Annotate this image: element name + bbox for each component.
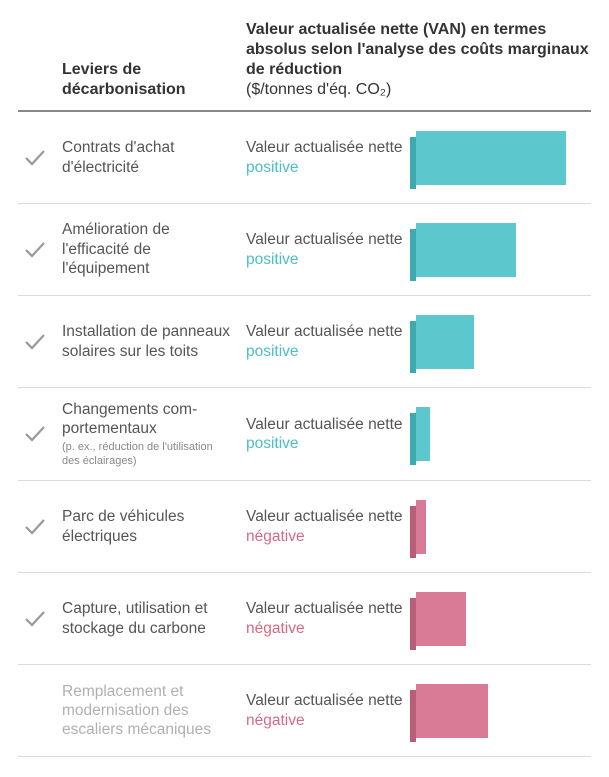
van-text: Valeur actualisée nette négative [246, 599, 416, 638]
table-row: Amélioration de l'efficacité de l'équipe… [18, 204, 591, 296]
van-status: positive [246, 159, 299, 176]
table-row: Remplacement et modernisation des escali… [18, 665, 591, 757]
value-cell: Valeur actualisée nette négative [238, 684, 591, 738]
bar-wrap [416, 592, 591, 646]
rows-container: Contrats d'achat d'électricitéValeur act… [18, 112, 591, 757]
bar-wrap [416, 407, 591, 461]
check-icon [22, 237, 48, 263]
check-cell [18, 421, 62, 447]
check-icon [22, 514, 48, 540]
bar [416, 684, 488, 738]
van-text: Valeur actualisée nette positive [246, 230, 416, 269]
van-prefix: Valeur actualisée nette [246, 508, 403, 525]
value-cell: Valeur actualisée nette négative [238, 592, 591, 646]
van-prefix: Valeur actualisée nette [246, 323, 403, 340]
van-prefix: Valeur actualisée nette [246, 416, 403, 433]
van-prefix: Valeur actualisée nette [246, 692, 403, 709]
lever-label: Capture, utilisation et stockage du carb… [62, 599, 238, 638]
bar [416, 131, 566, 185]
bar-wrap [416, 315, 591, 369]
table-row: Contrats d'achat d'électricitéValeur act… [18, 112, 591, 204]
check-cell [18, 329, 62, 355]
value-cell: Valeur actualisée nette positive [238, 407, 591, 461]
value-cell: Valeur actualisée nette positive [238, 131, 591, 185]
lever-label: Remplacement et modernisation des escali… [62, 682, 238, 740]
bar [416, 315, 474, 369]
van-text: Valeur actualisée nette positive [246, 322, 416, 361]
bar [416, 500, 426, 554]
bar [416, 223, 516, 277]
check-icon [22, 606, 48, 632]
lever-label: Changements com-portementaux(p. ex., réd… [62, 400, 238, 468]
van-prefix: Valeur actualisée nette [246, 231, 403, 248]
van-prefix: Valeur actualisée nette [246, 600, 403, 617]
lever-label: Installation de panneaux solaires sur le… [62, 322, 238, 361]
lever-label: Parc de véhicules électriques [62, 507, 238, 546]
lever-label: Contrats d'achat d'électricité [62, 138, 238, 177]
van-text: Valeur actualisée nette positive [246, 415, 416, 454]
bar-wrap [416, 223, 591, 277]
table-header: Leviers de décarbonisation Valeur actual… [18, 20, 591, 112]
lever-label: Amélioration de l'efficacité de l'équipe… [62, 220, 238, 278]
header-right-label: Valeur actualisée nette (VAN) en termes … [238, 20, 591, 100]
check-cell [18, 237, 62, 263]
value-cell: Valeur actualisée nette positive [238, 315, 591, 369]
van-status: négative [246, 528, 305, 545]
bar [416, 407, 430, 461]
header-right-bold: Valeur actualisée nette (VAN) en termes … [246, 21, 589, 78]
van-prefix: Valeur actualisée nette [246, 139, 403, 156]
lever-sublabel: (p. ex., réduction de l'utilisation des … [62, 441, 232, 469]
van-status: positive [246, 343, 299, 360]
table-row: Changements com-portementaux(p. ex., réd… [18, 388, 591, 481]
table-row: Parc de véhicules électriquesValeur actu… [18, 481, 591, 573]
table-row: Installation de panneaux solaires sur le… [18, 296, 591, 388]
check-cell [18, 145, 62, 171]
table-row: Capture, utilisation et stockage du carb… [18, 573, 591, 665]
van-text: Valeur actualisée nette négative [246, 691, 416, 730]
check-icon [22, 421, 48, 447]
van-status: positive [246, 251, 299, 268]
check-icon [22, 145, 48, 171]
van-status: positive [246, 435, 299, 452]
bar-wrap [416, 131, 591, 185]
van-status: négative [246, 620, 305, 637]
van-text: Valeur actualisée nette négative [246, 507, 416, 546]
value-cell: Valeur actualisée nette négative [238, 500, 591, 554]
check-cell [18, 606, 62, 632]
bar-wrap [416, 500, 591, 554]
value-cell: Valeur actualisée nette positive [238, 223, 591, 277]
bar-wrap [416, 684, 591, 738]
check-icon [22, 329, 48, 355]
van-text: Valeur actualisée nette positive [246, 138, 416, 177]
bar [416, 592, 466, 646]
van-status: négative [246, 712, 305, 729]
header-right-sub: ($/tonnes d'éq. CO₂) [246, 81, 391, 98]
check-cell [18, 514, 62, 540]
header-left-label: Leviers de décarbonisation [18, 60, 238, 100]
